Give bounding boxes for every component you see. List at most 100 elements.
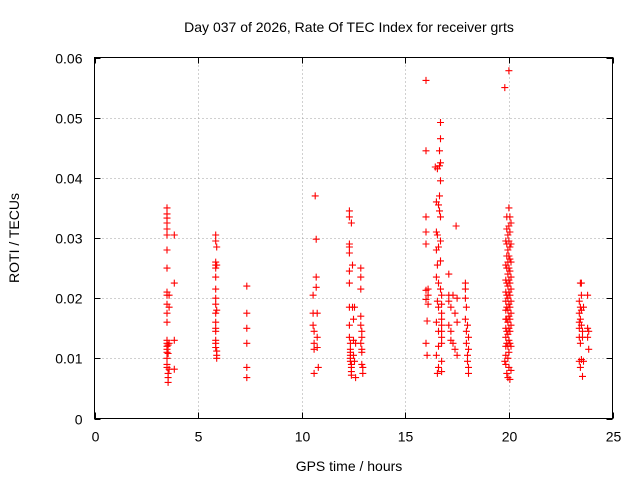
data-point xyxy=(435,363,442,371)
y-tick-label: 0 xyxy=(75,412,83,428)
data-point xyxy=(312,283,320,291)
data-point xyxy=(506,213,514,221)
data-point xyxy=(464,357,471,365)
data-point xyxy=(212,285,220,293)
data-point xyxy=(580,303,587,311)
data-point xyxy=(507,273,515,281)
data-point xyxy=(351,303,358,311)
data-point xyxy=(164,350,172,357)
data-point xyxy=(584,291,592,299)
data-point xyxy=(163,264,171,272)
data-point xyxy=(438,291,446,299)
data-point xyxy=(163,246,171,254)
data-point xyxy=(163,219,171,227)
data-point xyxy=(357,312,365,320)
data-point xyxy=(461,315,469,323)
data-point xyxy=(464,321,471,329)
data-point xyxy=(314,363,322,371)
data-point xyxy=(437,237,444,245)
data-point xyxy=(345,243,353,251)
data-point xyxy=(212,344,220,351)
x-tick-label: 25 xyxy=(606,429,622,445)
data-point xyxy=(213,243,221,251)
data-point xyxy=(212,327,220,335)
data-point xyxy=(243,339,251,347)
data-point xyxy=(212,237,220,245)
data-point xyxy=(584,324,592,332)
data-point xyxy=(462,339,470,347)
data-point xyxy=(507,309,515,317)
data-point xyxy=(506,303,514,311)
data-point xyxy=(438,300,446,308)
data-point xyxy=(437,213,444,221)
data-point xyxy=(212,231,220,239)
data-point xyxy=(310,339,318,347)
data-point xyxy=(505,252,513,260)
data-point xyxy=(345,207,353,215)
data-point xyxy=(435,303,442,311)
data-point xyxy=(347,371,355,379)
data-point xyxy=(436,162,443,170)
data-point xyxy=(507,258,515,266)
y-tick-label: 0.03 xyxy=(55,231,82,247)
data-point xyxy=(437,257,444,265)
data-point xyxy=(437,159,444,167)
data-point xyxy=(164,378,172,386)
data-point xyxy=(506,327,514,335)
data-point xyxy=(575,297,583,305)
data-point xyxy=(445,297,453,305)
data-point xyxy=(432,273,440,281)
data-point xyxy=(433,297,441,305)
data-point xyxy=(507,219,515,227)
data-point xyxy=(422,147,430,155)
data-point xyxy=(243,374,251,382)
data-point xyxy=(449,291,457,299)
y-tick-label: 0.04 xyxy=(55,171,82,187)
data-point xyxy=(505,67,513,75)
data-points xyxy=(163,67,593,386)
data-point xyxy=(424,300,432,308)
data-point xyxy=(503,369,511,377)
data-point xyxy=(165,339,173,347)
data-point xyxy=(213,354,221,362)
data-point xyxy=(345,279,353,287)
data-point xyxy=(464,351,471,359)
data-point xyxy=(465,345,472,353)
data-point xyxy=(163,231,171,239)
data-point xyxy=(435,243,442,251)
y-axis-label: ROTI / TECUs xyxy=(6,193,22,283)
data-point xyxy=(243,282,251,290)
data-point xyxy=(579,372,586,380)
data-point xyxy=(506,243,514,251)
data-point xyxy=(501,84,509,92)
data-point xyxy=(310,345,318,353)
data-point xyxy=(461,279,469,287)
data-point xyxy=(433,231,441,239)
data-point xyxy=(358,333,366,341)
y-tick-label: 0.01 xyxy=(55,351,82,367)
data-point xyxy=(451,345,459,353)
data-point xyxy=(447,327,455,335)
data-point xyxy=(163,225,171,233)
data-point xyxy=(507,297,515,305)
y-tick-label: 0.06 xyxy=(55,51,82,67)
data-point xyxy=(170,336,178,344)
data-point xyxy=(438,309,446,317)
data-point xyxy=(163,318,171,326)
data-point xyxy=(357,273,365,281)
data-point xyxy=(424,285,432,293)
data-point xyxy=(309,291,317,299)
data-point xyxy=(424,291,432,299)
data-point xyxy=(436,207,443,215)
data-point xyxy=(345,213,353,221)
data-point xyxy=(506,375,514,383)
data-point xyxy=(312,273,320,281)
data-point xyxy=(163,309,171,317)
data-point xyxy=(357,321,365,329)
data-point xyxy=(212,264,220,272)
data-point xyxy=(451,309,459,317)
data-point xyxy=(163,204,171,212)
data-point xyxy=(461,294,469,302)
